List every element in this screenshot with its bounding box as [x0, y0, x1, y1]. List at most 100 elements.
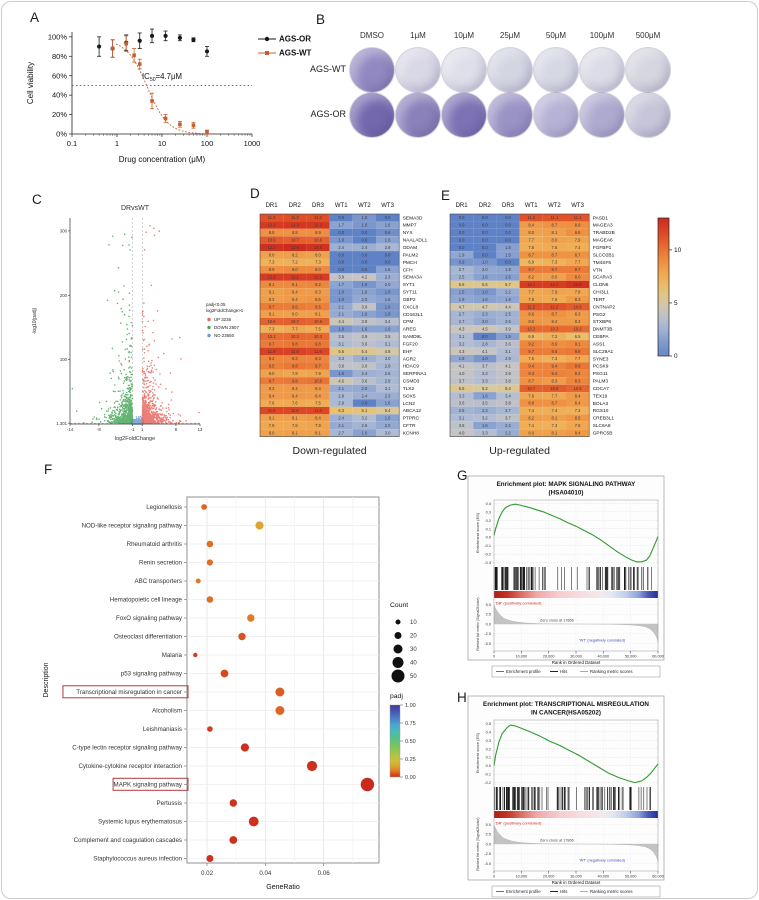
heatmap-cell	[496, 332, 520, 341]
heatmap-cell	[329, 251, 353, 259]
heatmap-cell-value: 1.0	[338, 297, 344, 302]
heatmap-cell	[352, 392, 376, 400]
count-legend-label: 30	[410, 647, 417, 653]
heatmap-cell	[306, 228, 330, 237]
gene-label: SYNE3	[593, 356, 609, 362]
heatmap-cell-value: 6.3	[338, 408, 344, 413]
y-tick-label: 60%	[52, 71, 67, 80]
heatmap-cell-value: 1.7	[338, 223, 344, 228]
heatmap-cell-value: 8.3	[575, 319, 581, 324]
heatmap-cell-value: 11.2	[268, 215, 276, 220]
heatmap-cell-value: 11.2	[527, 304, 535, 309]
gene-label: SYT11	[403, 290, 418, 296]
legend-label: AGS-WT	[279, 49, 312, 58]
heatmap-cell-value: 9.0	[315, 267, 321, 272]
heatmap-cell	[352, 265, 376, 274]
pathway-dot	[238, 632, 246, 641]
concentration-label: 100μM	[589, 31, 615, 40]
heatmap-cell	[542, 243, 566, 252]
heatmap-cell-value: 7.6	[552, 245, 558, 250]
heatmap-cell-value: 0.6	[385, 230, 391, 235]
heatmap-cell-value: 8.1	[269, 289, 275, 294]
heatmap-cell-value: 0.0	[338, 267, 344, 272]
heatmap-cell	[283, 214, 307, 222]
heatmap-cell-value: 2.4	[362, 393, 368, 398]
heatmap-cell	[519, 303, 543, 311]
heatmap-cell-value: 7.7	[292, 327, 298, 332]
gene-label: ASS1	[593, 341, 606, 347]
heatmap-cell	[566, 288, 590, 296]
heatmap-cell	[519, 384, 543, 393]
heatmap-cell-value: 7.6	[528, 356, 534, 361]
heatmap-cell	[566, 273, 590, 281]
heatmap-cell-value: 7.3	[552, 260, 558, 265]
gene-label: PSG11	[593, 371, 608, 377]
heatmap-cell	[542, 347, 566, 356]
heatmap-cell-value: 7.5	[528, 245, 534, 250]
heatmap-cell	[306, 355, 330, 363]
heatmap-cell-value: 9.5	[269, 364, 275, 369]
x-tick-label: 0.02	[201, 870, 214, 877]
x-axis-title: Rank in Ordered Dataset	[552, 880, 601, 885]
gene-label: SYT1	[403, 282, 415, 288]
heatmap-cell	[542, 280, 566, 289]
heatmap-cell-value: 8.2	[528, 275, 534, 280]
concentration-label: 25μM	[499, 31, 521, 40]
heatmap-cell	[329, 214, 353, 222]
heatmap-cell-value: 2.5	[505, 319, 511, 324]
heatmap-cell-value: 11.6	[268, 408, 276, 413]
gene-label: GBP2	[403, 297, 416, 303]
heatmap-cell	[283, 303, 307, 311]
heatmap-cell-value: 3.6	[505, 341, 511, 346]
heatmap-cell	[542, 228, 566, 237]
data-point-or	[149, 33, 155, 38]
heatmap-cell-value: 2.1	[338, 312, 344, 317]
heatmap-cell-value: 8.4	[315, 416, 321, 421]
heatmap-cell-value: 0.0	[505, 223, 511, 228]
heatmap-cell-value: 1.6	[362, 327, 368, 332]
heatmap-cell-value: 3.5	[482, 401, 488, 406]
heatmap-cell-value: 2.0	[482, 267, 488, 272]
cell-line-label: AGS-OR	[310, 109, 346, 119]
heatmap-cell-value: 11.3	[291, 215, 299, 220]
heatmap-cell	[566, 265, 590, 274]
heatmap-cell-value: 3.3	[459, 393, 465, 398]
data-point-wt	[124, 41, 128, 46]
heatmap-cell	[376, 243, 400, 252]
heatmap-cell	[306, 221, 330, 229]
heatmap-cell	[496, 362, 520, 370]
heatmap-cell-value: 8.7	[528, 252, 534, 257]
heatmap-cell	[450, 421, 474, 430]
heatmap-cell	[283, 347, 307, 356]
pathway-dot	[248, 816, 259, 827]
gene-label: PALM3	[593, 379, 609, 385]
heatmap-cell	[260, 406, 284, 415]
heatmap-cell-value: 8.9	[575, 223, 581, 228]
gene-label: SCARA3	[593, 275, 613, 281]
heatmap-cell-value: 8.3	[552, 378, 558, 383]
heatmap-cell	[473, 265, 497, 274]
pathway-dot	[275, 687, 285, 697]
up-points	[141, 224, 200, 424]
heatmap-cell	[542, 414, 566, 422]
heatmap-cell-value: 0.0	[362, 260, 368, 265]
legend-box	[491, 885, 661, 898]
heatmap-cell-value: 9.7	[269, 378, 275, 383]
ns-points	[130, 415, 145, 425]
heatmap-cell	[566, 392, 590, 400]
heatmap-cell	[473, 228, 497, 237]
heatmap-cell	[519, 317, 543, 326]
heatmap-cell-value: 1.9	[459, 252, 465, 257]
pathway-label: Malaria	[162, 652, 183, 659]
heatmap-cell-value: 3.1	[338, 341, 344, 346]
heatmap-cell	[566, 236, 590, 244]
legend-label: NO 23650	[214, 333, 235, 338]
gene-label: HDAC9	[403, 364, 420, 370]
heatmap-cell	[306, 288, 330, 296]
heatmap-cell	[473, 258, 497, 266]
heatmap-cell	[329, 406, 353, 415]
heatmap-cell	[519, 377, 543, 385]
heatmap-cell	[473, 414, 497, 422]
heatmap-cell	[542, 221, 566, 229]
concentration-label: 10μM	[453, 31, 475, 40]
